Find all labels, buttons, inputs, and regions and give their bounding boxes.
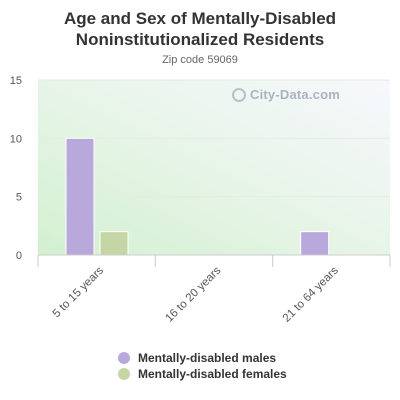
y-tick-label: 10 xyxy=(10,133,22,145)
legend-item-males: Mentally-disabled males xyxy=(118,350,287,366)
chart-subtitle: Zip code 59069 xyxy=(162,54,238,66)
y-tick-label: 0 xyxy=(16,250,22,262)
bar-males-0[interactable] xyxy=(65,137,95,256)
legend-item-females: Mentally-disabled females xyxy=(118,366,287,382)
legend-swatch-females xyxy=(118,368,130,380)
watermark-text: City-Data.com xyxy=(250,87,341,102)
plot-area xyxy=(38,80,390,255)
legend-label-males: Mentally-disabled males xyxy=(138,351,277,365)
y-tick-label: 5 xyxy=(16,192,22,204)
x-tick-label: 5 to 15 years xyxy=(51,264,107,320)
bar-females-0[interactable] xyxy=(99,231,129,256)
legend-label-females: Mentally-disabled females xyxy=(138,367,287,381)
chart-title: Age and Sex of Mentally-Disabled Noninst… xyxy=(0,8,400,50)
watermark: City-Data.com xyxy=(232,87,340,102)
city-data-logo-icon xyxy=(232,87,246,102)
legend: Mentally-disabled males Mentally-disable… xyxy=(118,350,287,382)
chart-title-line-1: Age and Sex of Mentally-Disabled xyxy=(63,9,337,28)
y-tick-label: 15 xyxy=(10,75,22,87)
x-tick-label: 21 to 64 years xyxy=(281,264,341,324)
legend-swatch-males xyxy=(118,352,130,364)
bar-males-2[interactable] xyxy=(300,231,330,256)
x-tick-label: 16 to 20 years xyxy=(163,264,223,324)
chart-title-line-2: Noninstitutionalized Residents xyxy=(75,30,325,49)
